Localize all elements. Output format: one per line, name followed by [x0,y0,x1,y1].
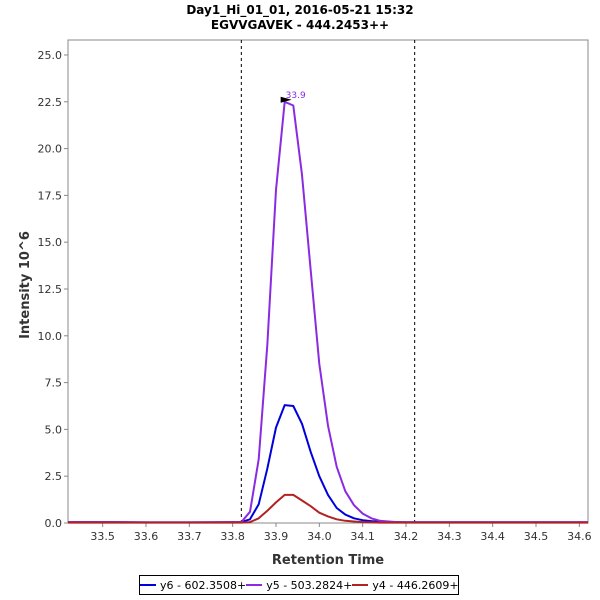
y-tick-label: 0.0 [45,517,63,530]
x-tick-label: 34.1 [350,530,375,543]
chart-title: Day1_Hi_01_01, 2016-05-21 15:32 [186,3,414,17]
y-tick-label: 15.0 [38,236,63,249]
x-tick-label: 34.3 [437,530,462,543]
peak-marker-triangle [280,96,292,103]
series-line-y4 [68,493,588,524]
x-axis-label: Retention Time [272,553,384,568]
legend-item: y6 - 602.3508+ [140,579,246,592]
y-tick-label: 20.0 [38,143,63,156]
legend-item: y4 - 446.2609+ [352,578,459,592]
legend-label: y5 - 503.2824+ [266,578,353,592]
legend-label: y6 - 602.3508+ [160,578,247,592]
peak-label: 33.9 [286,91,306,101]
y-tick-label: 25.0 [38,49,63,62]
x-tick-label: 33.7 [177,530,202,543]
x-tick-label: 33.6 [134,530,159,543]
legend-swatch [352,584,369,586]
y-tick-label: 17.5 [38,189,63,202]
x-tick-label: 34.2 [394,530,419,543]
x-tick-label: 34.6 [567,530,592,543]
x-tick-label: 34.5 [524,530,549,543]
legend-swatch [140,584,156,586]
x-tick-label: 33.9 [264,530,289,543]
y-tick-label: 7.5 [45,377,63,390]
y-tick-label: 12.5 [38,283,63,296]
y-axis-label: Intensity 10^6 [18,231,33,339]
plot-frame [67,39,589,524]
x-tick-label: 33.8 [220,530,245,543]
y-tick-label: 2.5 [45,470,63,483]
chart-subtitle: EGVVGAVEK - 444.2453++ [210,18,390,32]
legend: y6 - 602.3508+ y5 - 503.2824+ y4 - 446.260… [139,575,459,595]
y-tick-label: 22.5 [38,96,63,109]
legend-item: y5 - 503.2824+ [246,579,352,592]
y-tick-label: 10.0 [38,330,63,343]
y-tick-label: 5.0 [45,423,63,436]
legend-swatch [246,584,263,586]
legend-label: y4 - 446.2609+ [372,578,459,592]
x-tick-label: 34.0 [307,530,332,543]
x-tick-label: 33.5 [90,530,115,543]
x-tick-label: 34.4 [480,530,505,543]
